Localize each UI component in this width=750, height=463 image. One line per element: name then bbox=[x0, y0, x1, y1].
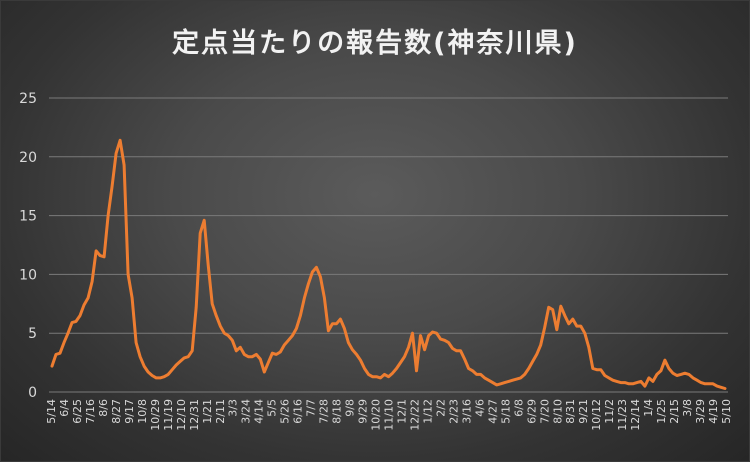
x-tick-label: 1/4 bbox=[642, 399, 655, 417]
x-tick-label: 7/20 bbox=[538, 399, 551, 424]
x-tick-label: 9/17 bbox=[123, 399, 136, 424]
x-tick-label: 10/20 bbox=[370, 399, 383, 431]
x-tick-label: 9/21 bbox=[577, 399, 590, 424]
x-tick-label: 9/29 bbox=[357, 399, 370, 424]
x-tick-label: 4/6 bbox=[473, 399, 486, 417]
x-tick-label: 6/25 bbox=[71, 399, 84, 424]
x-tick-label: 10/29 bbox=[149, 399, 162, 431]
x-tick-label: 1/25 bbox=[655, 399, 668, 424]
x-tick-label: 6/4 bbox=[58, 399, 71, 417]
x-tick-label: 12/22 bbox=[408, 399, 421, 431]
x-tick-label: 10/12 bbox=[590, 399, 603, 431]
x-tick-label: 2/11 bbox=[214, 399, 227, 424]
x-tick-label: 11/2 bbox=[603, 399, 616, 424]
x-tick-label: 5/18 bbox=[499, 399, 512, 424]
x-tick-label: 11/23 bbox=[616, 399, 629, 431]
series-layer bbox=[52, 140, 725, 388]
x-tick-label: 4/19 bbox=[707, 399, 720, 424]
gridlines bbox=[49, 98, 728, 392]
x-tick-label: 7/28 bbox=[318, 399, 331, 424]
x-tick-label: 9/8 bbox=[344, 399, 357, 417]
x-tick-label: 5/5 bbox=[266, 399, 279, 417]
x-tick-label: 4/27 bbox=[486, 399, 499, 424]
y-tick-label: 10 bbox=[19, 267, 37, 283]
x-tick-label: 6/8 bbox=[512, 399, 525, 417]
x-tick-label: 12/31 bbox=[188, 399, 201, 431]
x-tick-label: 4/14 bbox=[253, 399, 266, 424]
x-tick-label: 8/6 bbox=[97, 399, 110, 417]
x-tick-label: 12/1 bbox=[395, 399, 408, 424]
x-tick-label: 7/16 bbox=[84, 399, 97, 424]
x-tick-label: 12/14 bbox=[629, 399, 642, 431]
y-tick-label: 0 bbox=[28, 385, 37, 401]
x-tick-label: 1/12 bbox=[421, 399, 434, 424]
x-tick-label: 8/10 bbox=[551, 399, 564, 424]
x-tick-label: 2/23 bbox=[447, 399, 460, 424]
x-tick-label: 11/19 bbox=[162, 399, 175, 431]
x-tick-label: 5/10 bbox=[720, 399, 733, 424]
x-tick-label: 3/29 bbox=[694, 399, 707, 424]
y-tick-label: 5 bbox=[28, 326, 37, 342]
y-tick-label: 15 bbox=[19, 209, 37, 225]
x-tick-label: 2/2 bbox=[434, 399, 447, 417]
x-tick-label: 3/16 bbox=[460, 399, 473, 424]
series-line bbox=[52, 140, 725, 388]
x-tick-label: 7/7 bbox=[305, 399, 318, 417]
x-tick-label: 10/8 bbox=[136, 399, 149, 424]
x-tick-label: 5/26 bbox=[279, 399, 292, 424]
x-tick-label: 8/31 bbox=[564, 399, 577, 424]
y-axis-ticks: 0 5 10 15 20 25 bbox=[19, 91, 37, 401]
y-tick-label: 20 bbox=[19, 150, 37, 166]
x-tick-label: 5/14 bbox=[45, 399, 58, 424]
x-tick-label: 3/24 bbox=[240, 399, 253, 424]
x-tick-label: 12/10 bbox=[175, 399, 188, 431]
x-tick-label: 3/3 bbox=[227, 399, 240, 417]
x-tick-label: 11/10 bbox=[383, 399, 396, 431]
y-tick-label: 25 bbox=[19, 91, 37, 107]
x-tick-label: 3/8 bbox=[681, 399, 694, 417]
x-tick-label: 6/16 bbox=[292, 399, 305, 424]
x-tick-label: 1/21 bbox=[201, 399, 214, 424]
x-tick-label: 2/15 bbox=[668, 399, 681, 424]
x-tick-label: 8/27 bbox=[110, 399, 123, 424]
x-tick-label: 6/29 bbox=[525, 399, 538, 424]
x-tick-label: 8/18 bbox=[331, 399, 344, 424]
